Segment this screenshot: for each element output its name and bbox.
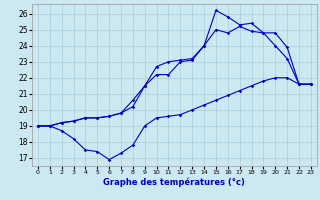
X-axis label: Graphe des températures (°c): Graphe des températures (°c)	[103, 178, 245, 187]
